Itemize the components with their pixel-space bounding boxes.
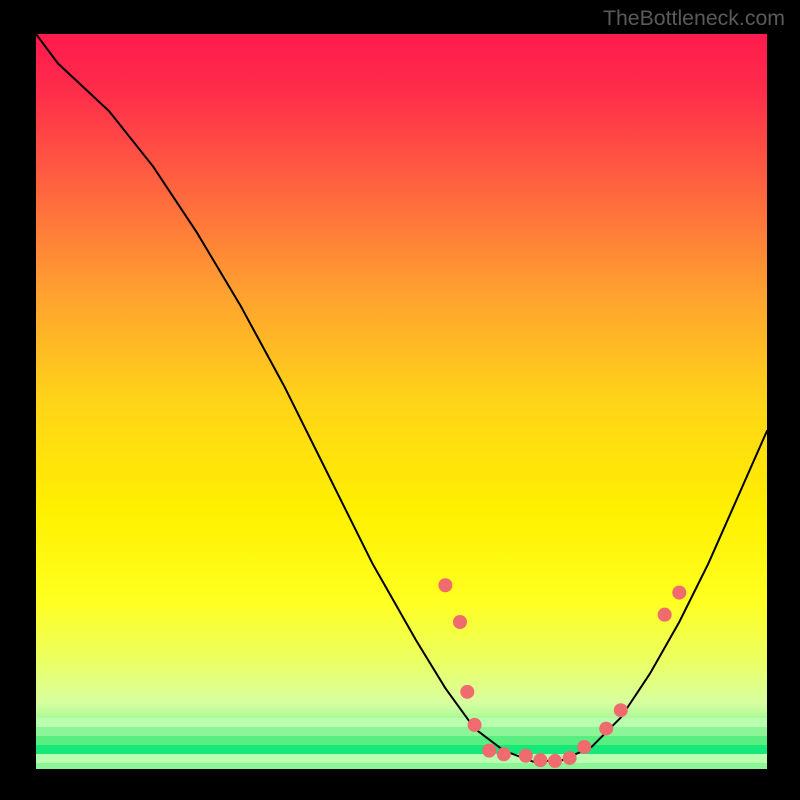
data-marker [599, 722, 613, 736]
data-marker [672, 586, 686, 600]
bottleneck-curve [36, 34, 767, 762]
data-marker [460, 685, 474, 699]
data-marker [497, 747, 511, 761]
data-marker [438, 578, 452, 592]
data-marker [577, 740, 591, 754]
watermark-text: TheBottleneck.com [603, 6, 785, 31]
data-marker [468, 718, 482, 732]
data-marker [614, 703, 628, 717]
chart-overlay-svg [36, 34, 767, 769]
plot-area [36, 34, 767, 769]
data-marker [482, 744, 496, 758]
data-marker [548, 754, 562, 768]
data-marker [563, 751, 577, 765]
data-marker [533, 753, 547, 767]
data-marker [453, 615, 467, 629]
data-marker [658, 608, 672, 622]
data-marker [519, 749, 533, 763]
chart-container: TheBottleneck.com [0, 0, 800, 800]
